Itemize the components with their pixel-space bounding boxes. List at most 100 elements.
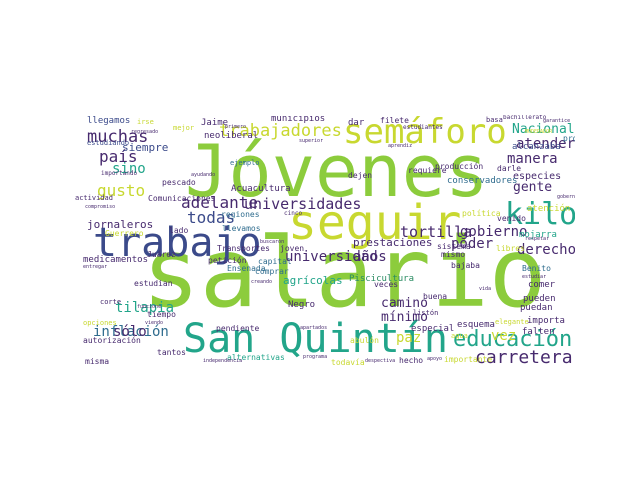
word-creando: creando [251,279,273,285]
word-apoyo: apoyo [427,356,443,362]
word-minimo: mínimo [381,310,428,325]
word-alcanzaba: alcanzaba [512,142,561,152]
word-municipios: municipios [271,115,326,124]
word-dejen: dejen [348,171,373,180]
word-comer: comer [528,280,556,290]
word-salario: salario [142,217,547,329]
word-actividad: actividad [75,194,113,202]
word-bachillerato: bachillerato [503,115,547,121]
word-semaforo: semáforo [343,115,507,152]
word-estudiar: estudiar [522,274,547,280]
word-entregar: entregar [83,264,108,270]
word-jaime: Jaime [201,118,229,128]
word-carretera: carretera [475,347,573,366]
word-pescado: pescado [162,178,196,187]
word-respetar: respetar [525,236,550,242]
word-elegante: elegante [495,318,529,326]
word-benito: Benito [522,264,551,273]
word-transportes: Transportes [217,244,270,253]
word-anos: años [353,249,387,265]
word-gobernador: gobernador [557,194,575,200]
word-abulon: abulón [350,336,379,345]
word-importa: importa [527,316,565,326]
word-adelante: adelante [181,193,259,212]
word-corte: corte [100,298,122,306]
word-requiere: requiere [408,166,447,175]
word-prestaciones: prestaciones [353,236,433,249]
word-alternativas: alternativas [227,353,285,362]
word-hecho: hecho [399,356,424,365]
word-atencion: atención [527,204,571,214]
word-agua: agua [451,332,468,340]
word-seguir: seguir [288,195,462,251]
word-sistema: sistema [437,242,471,251]
word-falten: falten [522,327,555,337]
word-mojarra: mojarra [519,230,557,240]
word-veces: veces [374,280,399,289]
word-regresado: regresado [131,129,159,135]
word-ayudando: ayudando [191,172,216,178]
word-peticion: petición [208,256,247,265]
word-educacion: educación [453,327,573,352]
word-ejemplo: ejemplo [230,159,260,167]
word-juarez: Juárez [147,250,176,259]
word-trabajadores: trabajadores [219,121,342,141]
word-ensenada: Ensenada [227,264,266,273]
word-independencia: independencia [203,358,243,364]
word-san-quintin: San Quintín [183,316,448,362]
word-aprendiz: aprendiz [388,143,413,149]
word-programa: programa [303,354,328,360]
word-universidades: universidades [244,195,362,213]
word-tantos: tantos [157,348,186,357]
word-sino: sino [112,161,146,177]
word-basa: basa [486,116,503,124]
word-vez: vez [491,328,517,344]
word-piscicultura: Piscicultura [349,274,415,284]
word-superior: superior [299,138,324,144]
word-llevamos: llevamos [222,224,261,233]
word-negro: Negro [288,300,316,310]
word-siempre: siempre [122,141,169,154]
word-especies: especies [513,171,562,182]
word-importando: importando [101,170,138,177]
word-todavia: todavía [331,358,365,366]
word-mejor: mejor [173,124,195,132]
word-nacional: Nacional [512,122,575,137]
word-pueden: pueden [523,294,556,304]
word-estudiando: estudiando [87,139,130,147]
word-universidad: universidad [285,249,378,265]
word-atender: atender [516,136,575,152]
word-neoliberal: neoliberal [204,131,259,141]
word-capital: capital [258,257,292,266]
word-produccion: producción [435,162,484,171]
word-autorizacion: autorización [83,336,141,345]
word-puedan: puedan [520,303,553,313]
word-bajaba: bajaba [451,261,480,270]
word-importante: importante [444,355,493,364]
word-buena: buena [423,292,448,301]
word-productiva: productiva [563,134,575,143]
word-buscaron: buscaron [260,239,285,245]
word-tortilla: tortilla [400,223,473,241]
word-pais: país [99,147,138,166]
word-manera: manera [507,151,558,167]
word-cinco: cinco [284,210,303,217]
word-derecho: derecho [517,242,575,258]
word-medicamentos: medicamentos [83,255,149,265]
word-misma: misma [85,357,110,366]
word-gobierno: gobierno [460,224,528,240]
word-muchas: muchas [87,127,149,147]
word-dar: dar [348,118,365,128]
word-agricolas: agrícolas [283,274,343,287]
word-mismo: mismo [441,250,466,259]
word-gente: gente [513,180,553,195]
word-solo: sólo [113,324,147,340]
word-irse: irse [137,118,154,126]
word-moderador: MODERADOR [525,129,553,135]
word-paz: paz [396,330,422,346]
word-tiempo: tiempo [147,310,176,319]
word-venido: venido [497,214,526,223]
word-vida: vida [479,286,492,292]
word-comprar: comprar [255,267,289,276]
word-inflacion: inflación [93,324,169,340]
